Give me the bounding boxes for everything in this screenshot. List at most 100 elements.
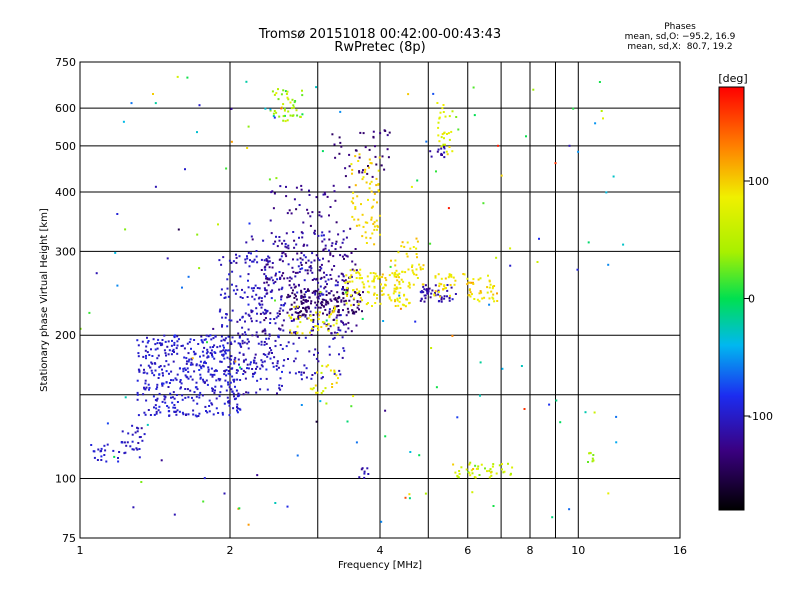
data-point: [192, 409, 195, 412]
data-point: [226, 325, 229, 328]
data-point: [408, 497, 411, 500]
data-point: [437, 293, 440, 296]
data-point: [342, 287, 344, 290]
data-point: [477, 465, 480, 468]
data-point: [328, 345, 331, 348]
data-point: [292, 319, 295, 322]
data-point: [362, 132, 365, 135]
data-point: [372, 280, 375, 283]
data-point: [293, 306, 296, 308]
data-point: [470, 281, 473, 284]
data-point: [324, 280, 327, 283]
data-point: [198, 412, 201, 415]
data-point: [325, 290, 328, 293]
data-point: [502, 471, 505, 474]
data-point: [145, 354, 147, 357]
data-point: [370, 218, 373, 221]
data-point: [333, 306, 336, 308]
data-point: [343, 349, 346, 352]
data-point: [444, 115, 447, 118]
data-point: [457, 128, 460, 131]
data-point: [232, 407, 235, 410]
data-point: [337, 377, 339, 380]
data-point: [448, 138, 451, 141]
data-point: [306, 272, 309, 275]
data-point: [373, 221, 376, 224]
data-point: [263, 341, 266, 343]
data-point: [227, 401, 230, 404]
data-point: [198, 369, 201, 371]
data-point: [274, 502, 277, 504]
data-point: [419, 299, 422, 302]
data-point: [293, 283, 296, 286]
data-point: [409, 451, 412, 453]
data-point: [233, 395, 235, 398]
data-point: [281, 242, 283, 245]
data-point: [393, 284, 396, 287]
data-point: [90, 444, 93, 446]
data-point: [241, 297, 244, 299]
data-point: [256, 335, 259, 338]
data-point: [294, 307, 297, 310]
data-point: [260, 300, 263, 303]
data-point: [287, 263, 290, 266]
data-point: [344, 167, 347, 170]
data-point: [344, 279, 347, 282]
data-point: [451, 298, 454, 301]
data-point: [139, 436, 142, 438]
data-point: [310, 319, 313, 322]
data-point: [285, 185, 287, 188]
data-point: [347, 321, 350, 324]
data-point: [428, 287, 431, 290]
data-point: [292, 289, 294, 292]
data-point: [202, 378, 204, 381]
data-point: [311, 271, 314, 274]
data-point: [172, 406, 175, 409]
data-point: [176, 340, 179, 343]
data-point: [336, 284, 339, 287]
data-point: [206, 348, 209, 351]
data-point: [284, 253, 287, 256]
data-point: [327, 364, 330, 367]
data-point: [193, 339, 196, 341]
data-point: [174, 377, 177, 380]
data-point: [371, 280, 374, 283]
data-point: [358, 156, 361, 159]
data-point: [363, 286, 366, 289]
data-point: [348, 276, 351, 279]
data-point: [314, 289, 317, 292]
data-point: [329, 369, 332, 372]
data-point: [255, 255, 258, 258]
data-point: [267, 255, 270, 258]
data-point: [376, 294, 379, 296]
data-point: [165, 360, 168, 363]
data-point: [501, 468, 503, 471]
data-point: [325, 299, 328, 302]
data-point: [244, 312, 247, 315]
data-point: [377, 169, 380, 172]
data-point: [287, 293, 290, 296]
data-point: [317, 295, 320, 298]
data-point: [333, 265, 336, 267]
data-point: [256, 261, 259, 264]
data-point: [436, 150, 439, 153]
data-point: [190, 361, 193, 364]
data-point: [267, 260, 270, 263]
data-point: [284, 245, 287, 248]
data-point: [458, 472, 461, 475]
data-point: [441, 107, 444, 110]
data-point: [320, 304, 323, 306]
data-point: [250, 317, 253, 320]
phase-stats-x: mean, sd,X: 80.7, 19.2: [627, 42, 733, 52]
data-point: [228, 259, 231, 262]
data-point: [361, 235, 364, 238]
data-point: [218, 310, 221, 313]
data-point: [348, 153, 351, 156]
data-point: [329, 325, 332, 328]
data-point: [253, 298, 256, 301]
data-point: [192, 399, 195, 402]
data-point: [325, 301, 328, 304]
data-point: [294, 275, 297, 278]
data-point: [255, 367, 257, 370]
data-point: [415, 253, 418, 255]
